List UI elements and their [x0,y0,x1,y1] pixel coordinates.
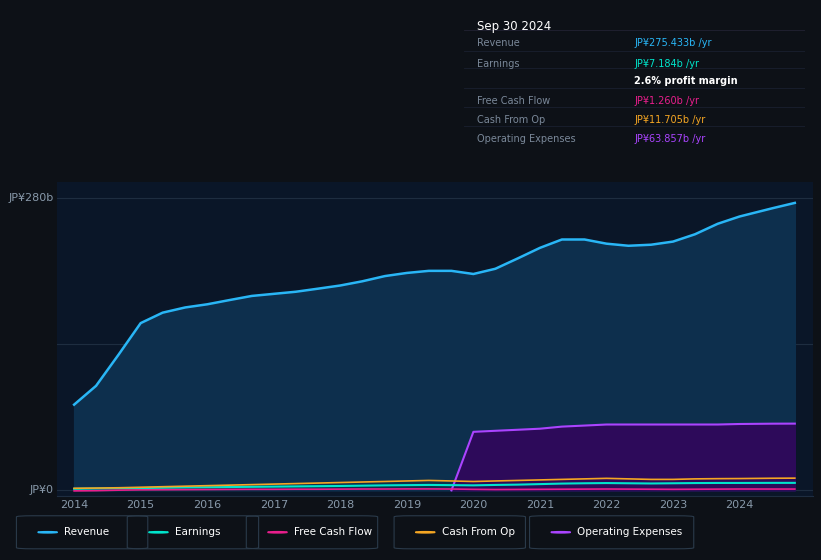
Text: JP¥0: JP¥0 [30,486,53,496]
Text: Cash From Op: Cash From Op [478,115,546,125]
Text: JP¥7.184b /yr: JP¥7.184b /yr [635,59,699,69]
Circle shape [551,531,571,533]
Text: Earnings: Earnings [478,59,520,69]
Text: JP¥1.260b /yr: JP¥1.260b /yr [635,96,699,106]
Text: Revenue: Revenue [64,528,109,537]
Circle shape [38,531,57,533]
Text: Operating Expenses: Operating Expenses [478,134,576,144]
Circle shape [149,531,168,533]
Text: JP¥280b: JP¥280b [8,193,53,203]
Text: Free Cash Flow: Free Cash Flow [478,96,551,106]
Text: Earnings: Earnings [175,528,220,537]
Text: JP¥275.433b /yr: JP¥275.433b /yr [635,38,712,48]
Text: 2.6% profit margin: 2.6% profit margin [635,77,738,86]
Circle shape [415,531,435,533]
Circle shape [268,531,287,533]
Text: Cash From Op: Cash From Op [442,528,515,537]
Text: Operating Expenses: Operating Expenses [577,528,682,537]
Text: Free Cash Flow: Free Cash Flow [294,528,372,537]
Text: JP¥63.857b /yr: JP¥63.857b /yr [635,134,705,144]
Text: Sep 30 2024: Sep 30 2024 [478,20,552,33]
Text: JP¥11.705b /yr: JP¥11.705b /yr [635,115,705,125]
Text: Revenue: Revenue [478,38,521,48]
